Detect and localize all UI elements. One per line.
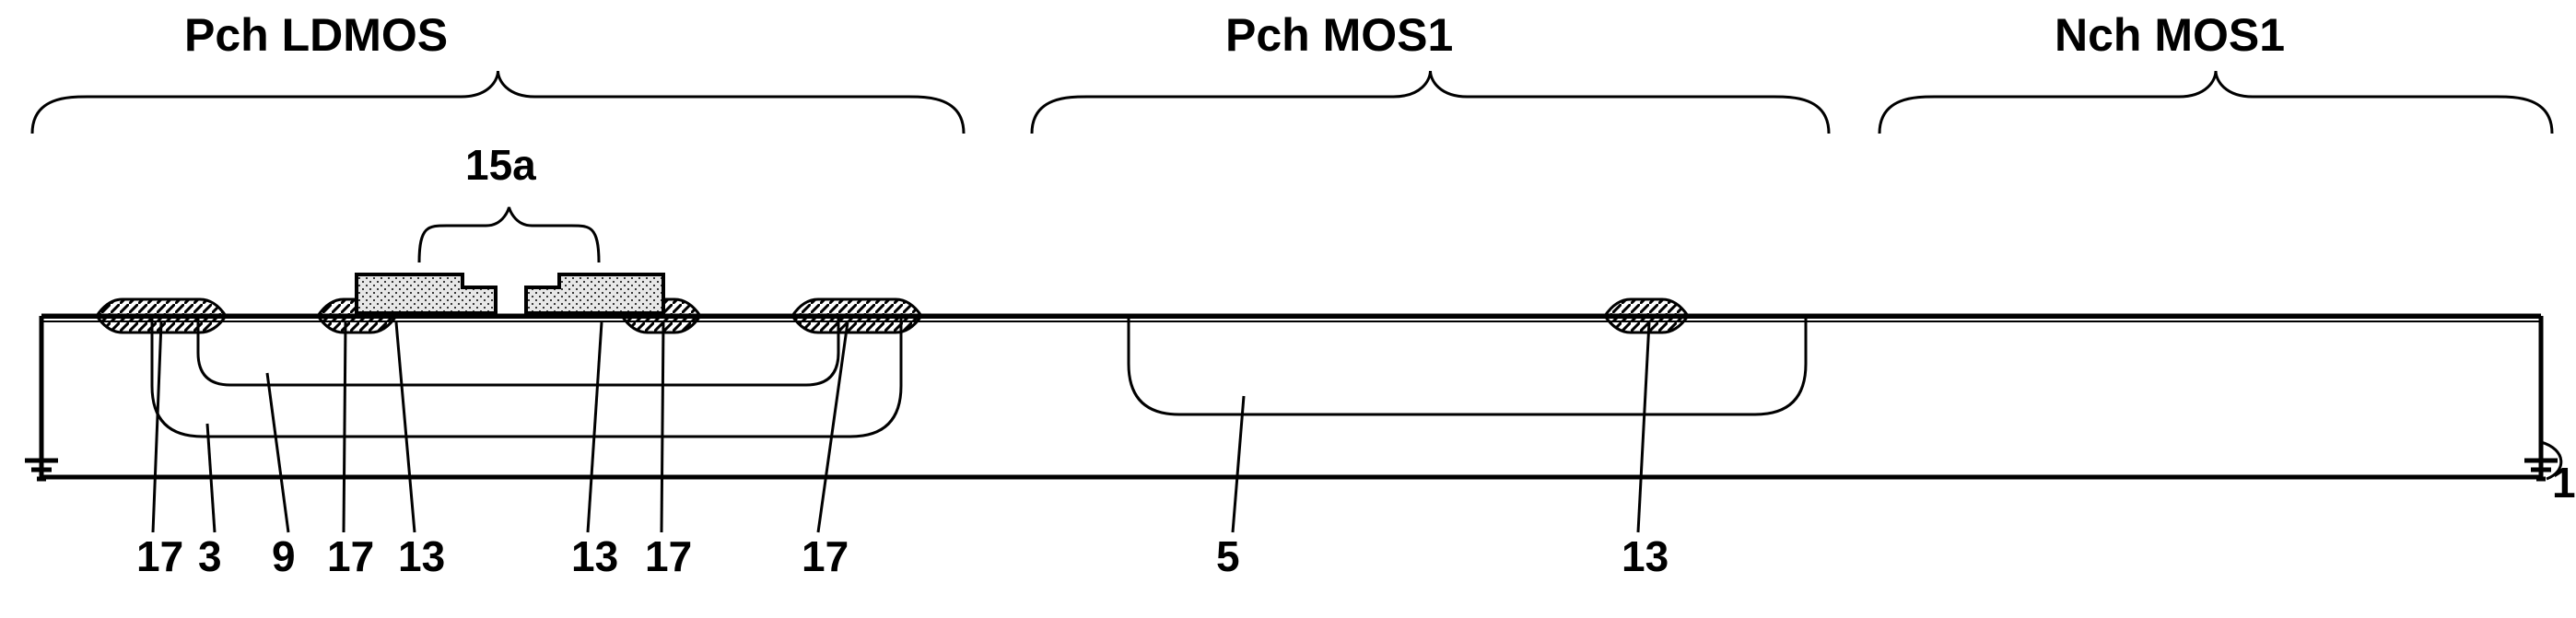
well-ldmos-inner xyxy=(198,316,838,385)
leader-4 xyxy=(396,322,415,532)
well-ldmos-outer xyxy=(152,316,901,437)
leader-0 xyxy=(153,322,161,532)
label-15a: 15a xyxy=(465,141,536,189)
number-label-9: 13 xyxy=(1622,532,1669,580)
section-brace-2 xyxy=(1879,71,2552,134)
number-label-1: 3 xyxy=(198,532,222,580)
poly-gate-0 xyxy=(357,274,496,313)
leader-7 xyxy=(818,322,848,532)
number-label-8: 5 xyxy=(1216,532,1240,580)
number-label-7: 17 xyxy=(802,532,849,580)
leader-5 xyxy=(588,322,602,532)
locos-3 xyxy=(792,299,921,332)
number-label-6: 17 xyxy=(645,532,692,580)
leader-3 xyxy=(344,322,345,532)
leader-2 xyxy=(267,373,288,532)
number-label-0: 17 xyxy=(136,532,183,580)
number-label-5: 13 xyxy=(571,532,618,580)
number-label-4: 13 xyxy=(398,532,445,580)
locos-4 xyxy=(1605,299,1688,332)
well-pchmos xyxy=(1129,316,1806,414)
leader-9 xyxy=(1638,322,1649,532)
label-1: 1 xyxy=(2552,459,2576,507)
section-brace-1 xyxy=(1032,71,1829,134)
section-label-0: Pch LDMOS xyxy=(184,9,448,61)
brace-15a xyxy=(419,207,599,262)
poly-gate-1 xyxy=(526,274,663,313)
leader-6 xyxy=(662,322,663,532)
leader-8 xyxy=(1233,396,1244,532)
section-label-2: Nch MOS1 xyxy=(2055,9,2285,61)
number-label-3: 17 xyxy=(327,532,374,580)
diagram-root: Pch LDMOS Pch MOS1 Nch MOS1 15a 17 3 9 17 13 13 17… xyxy=(0,0,2576,618)
section-brace-0 xyxy=(32,71,964,134)
number-label-2: 9 xyxy=(272,532,296,580)
section-label-1: Pch MOS1 xyxy=(1225,9,1453,61)
